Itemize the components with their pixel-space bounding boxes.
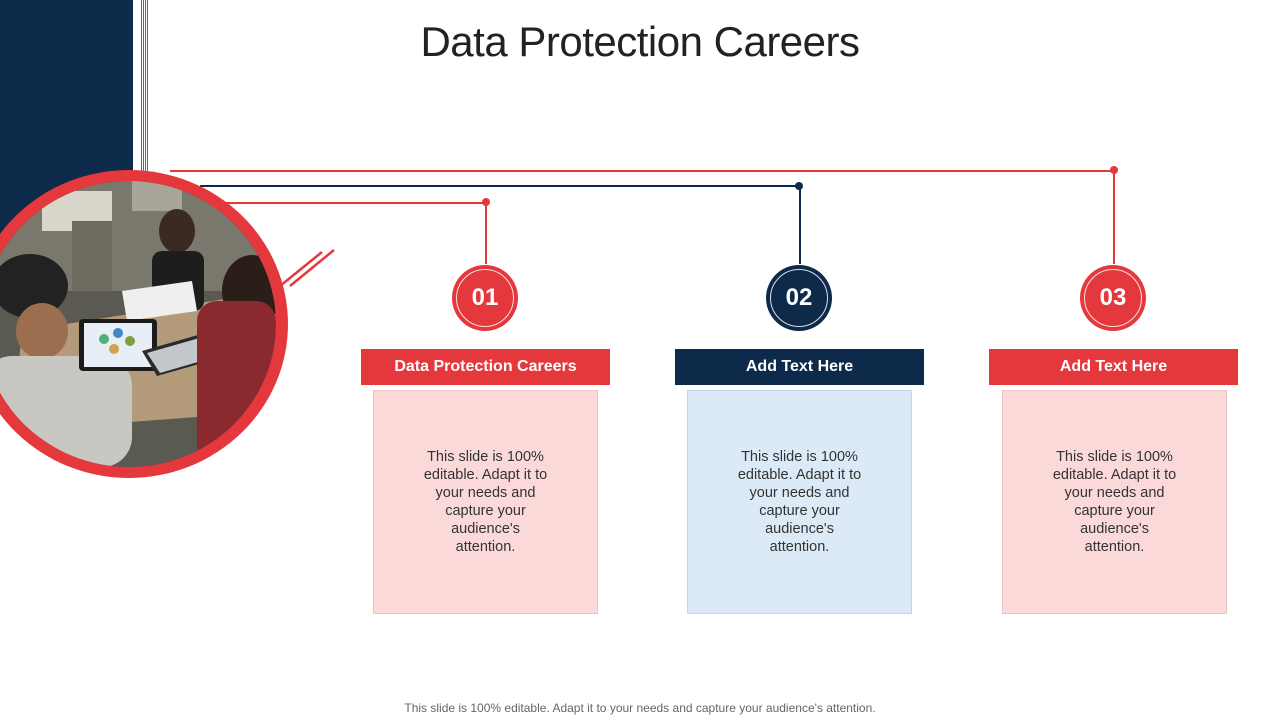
connector-drop-03 [1113,170,1115,264]
step-card-03: This slide is 100% editable. Adapt it to… [1002,390,1227,614]
connector-line-01 [225,202,487,204]
connector-line-03 [170,170,1115,172]
step-label-02: Add Text Here [675,349,924,385]
step-number-02: 02 [766,265,832,331]
decorative-stripes [141,0,149,172]
accent-slash-lines [279,249,335,287]
step-label-03: Add Text Here [989,349,1238,385]
connector-drop-02 [799,186,801,264]
step-label-01: Data Protection Careers [361,349,610,385]
connector-line-02 [200,185,800,187]
step-number-03: 03 [1080,265,1146,331]
footer-note: This slide is 100% editable. Adapt it to… [404,701,876,715]
connector-dot-03 [1110,166,1118,174]
connector-drop-01 [485,202,487,264]
connector-dot-02 [795,182,803,190]
step-card-01: This slide is 100% editable. Adapt it to… [373,390,598,614]
connector-dot-01 [482,198,490,206]
step-number-01: 01 [452,265,518,331]
step-card-02: This slide is 100% editable. Adapt it to… [687,390,912,614]
page-title: Data Protection Careers [420,18,860,65]
